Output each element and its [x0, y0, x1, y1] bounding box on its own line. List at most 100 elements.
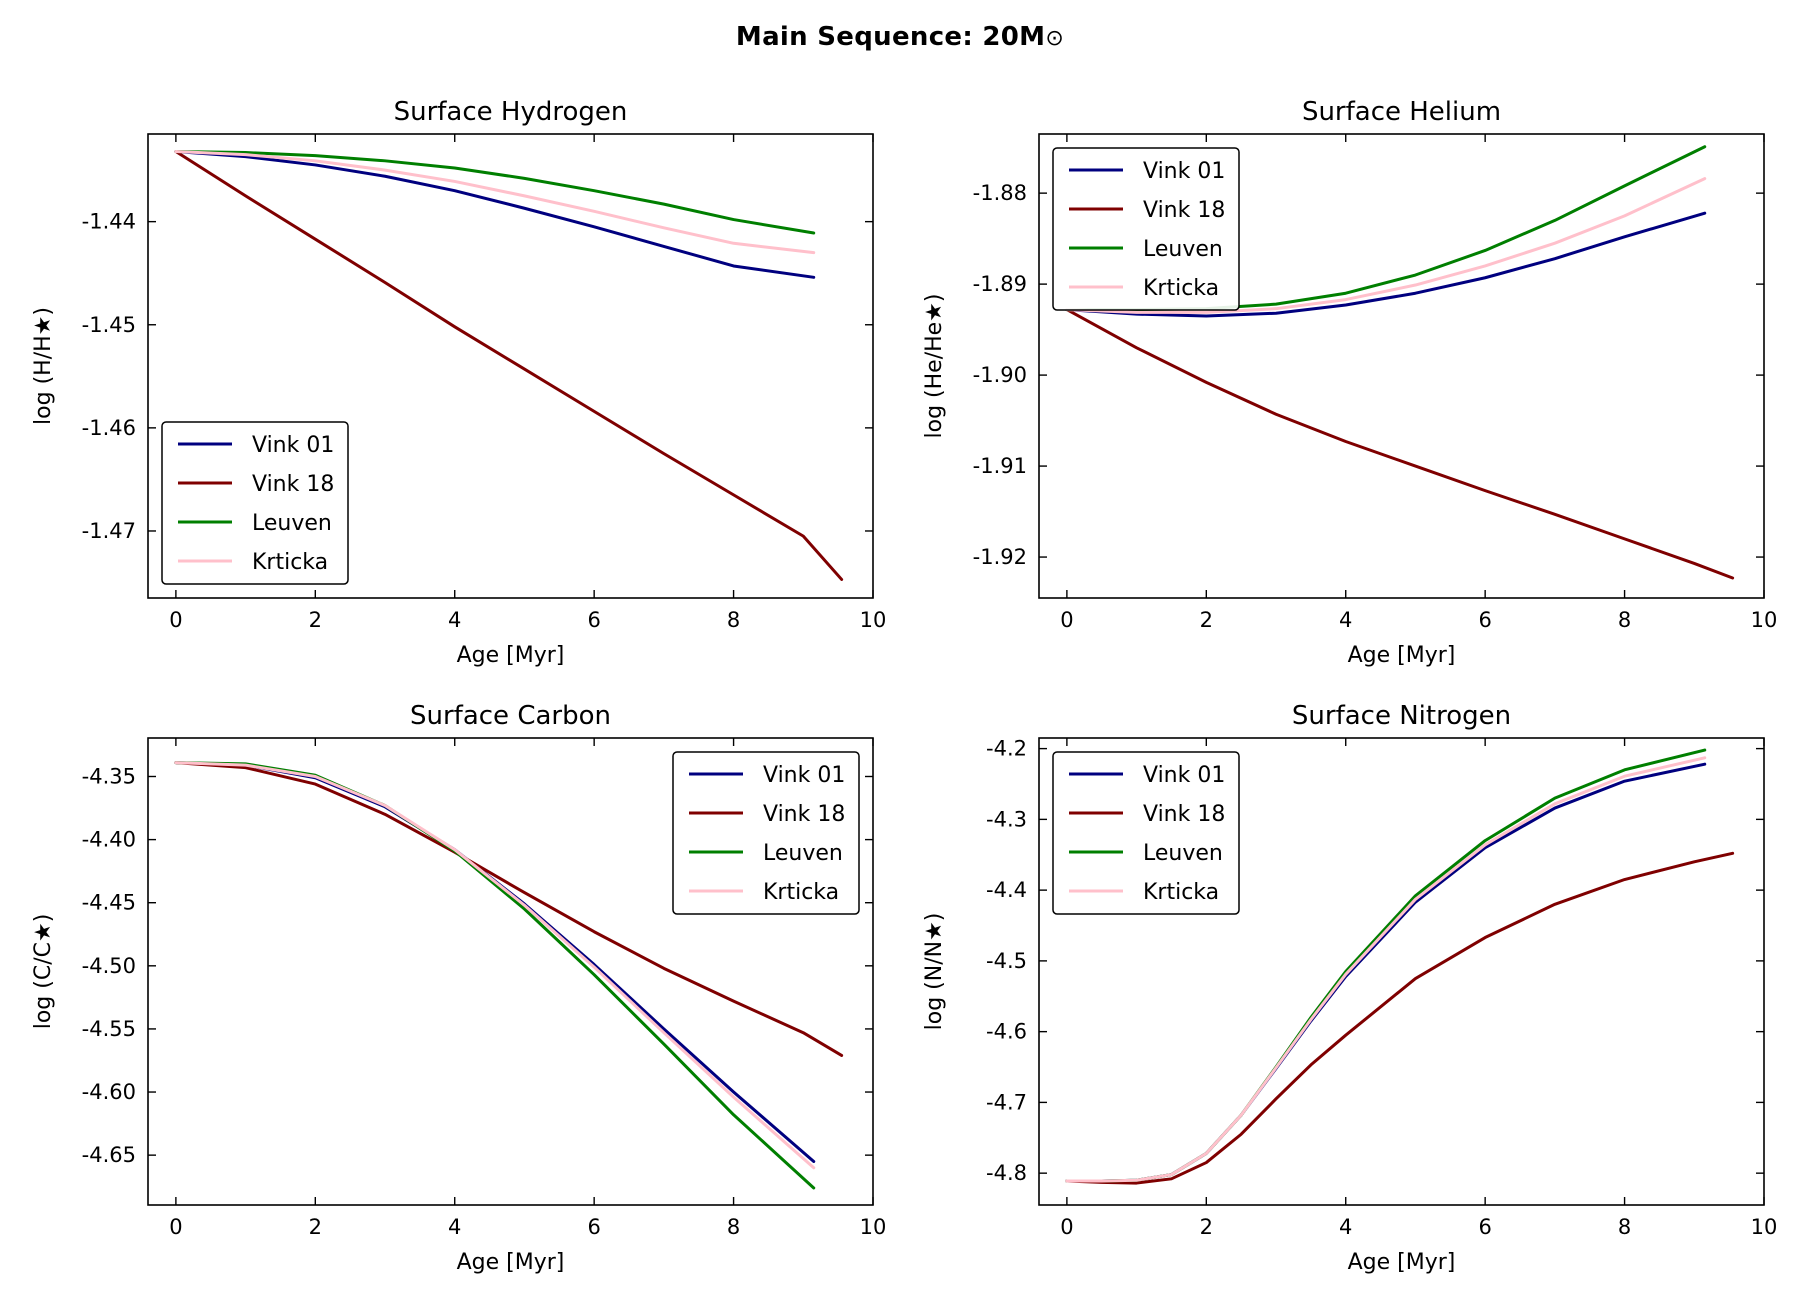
y-tick-label: -1.47	[82, 519, 136, 543]
y-tick-label: -1.92	[973, 545, 1027, 569]
x-axis-label: Age [Myr]	[457, 643, 565, 668]
subplot-title: Surface Helium	[1302, 97, 1501, 127]
series-line-vink-01	[1065, 211, 1707, 318]
x-tick-label: 6	[587, 1215, 600, 1239]
y-tick-label: -1.45	[82, 313, 136, 337]
legend-label: Vink 18	[252, 472, 334, 497]
x-tick-label: 10	[860, 608, 887, 632]
series-line-vink-01	[174, 150, 816, 279]
legend-label: Krticka	[1143, 276, 1219, 301]
subplot-title: Surface Hydrogen	[394, 97, 628, 127]
subplot-3: 0 2 4 6 8 10 -4.35 -4.40 -4.45 -4.50 -4.55 -4.60 -4.…	[31, 701, 886, 1275]
x-axis-label: Age [Myr]	[457, 1250, 565, 1275]
subplot-1: 0 2 4 6 8 10 -1.44 -1.45 -1.46 -1.47 Surface Hydro…	[31, 97, 886, 668]
y-tick-label: -1.90	[973, 363, 1027, 387]
legend-label: Vink 18	[1143, 198, 1225, 223]
legend-label: Vink 01	[252, 433, 334, 458]
x-tick-label: 0	[169, 608, 182, 632]
legend-frame	[1052, 147, 1240, 311]
legend: Vink 01 Vink 18 Leuven Krticka	[672, 751, 860, 915]
y-tick-label: -4.45	[82, 891, 136, 915]
y-tick-label: -1.91	[973, 454, 1027, 478]
legend-label: Vink 18	[1143, 802, 1225, 827]
x-tick-label: 2	[1200, 608, 1213, 632]
axes-frame	[147, 133, 874, 599]
axes-frame	[147, 737, 874, 1206]
x-tick-label: 8	[727, 1215, 740, 1239]
legend-label: Krticka	[1143, 880, 1219, 905]
subplot-title: Surface Nitrogen	[1292, 701, 1511, 731]
series-line-leuven	[174, 150, 816, 235]
x-tick-label: 4	[448, 1215, 461, 1239]
legend-label: Leuven	[252, 511, 332, 536]
x-tick-label: 10	[1751, 1215, 1778, 1239]
y-axis-label: log (He/He★)	[922, 294, 947, 439]
x-tick-label: 10	[1751, 608, 1778, 632]
y-tick-label: -1.44	[82, 210, 136, 234]
y-tick-label: -4.60	[82, 1080, 136, 1104]
series-line-krticka	[1065, 177, 1707, 314]
series-line-krticka	[174, 761, 816, 1170]
legend-label: Vink 01	[1143, 763, 1225, 788]
figure-title: Main Sequence: 20M⊙	[735, 22, 1065, 52]
series-line-vink-18	[1065, 308, 1735, 580]
x-tick-label: 2	[309, 608, 322, 632]
y-axis-label: log (C/C★)	[31, 914, 56, 1030]
y-tick-label: -4.3	[986, 807, 1027, 831]
x-tick-label: 4	[1339, 608, 1352, 632]
x-tick-label: 8	[1618, 608, 1631, 632]
y-tick-label: -4.40	[82, 828, 136, 852]
series-line-vink-18	[174, 761, 844, 1057]
legend-label: Leuven	[763, 841, 843, 866]
x-tick-label: 6	[1478, 1215, 1491, 1239]
legend: Vink 01 Vink 18 Leuven Krticka	[1052, 147, 1240, 311]
x-tick-label: 8	[1618, 1215, 1631, 1239]
series-group	[174, 761, 844, 1190]
x-tick-label: 6	[587, 608, 600, 632]
y-tick-label: -1.89	[973, 272, 1027, 296]
y-tick-label: -4.5	[986, 949, 1027, 973]
y-tick-label: -1.46	[82, 416, 136, 440]
x-tick-label: 4	[1339, 1215, 1352, 1239]
subplot-2: 0 2 4 6 8 10 -1.88 -1.89 -1.90 -1.91 -1.92 Surface …	[922, 97, 1777, 668]
y-tick-label: -4.4	[986, 878, 1027, 902]
x-tick-label: 10	[860, 1215, 887, 1239]
legend-label: Vink 01	[1143, 159, 1225, 184]
x-tick-label: 0	[1060, 1215, 1073, 1239]
x-axis-label: Age [Myr]	[1348, 643, 1456, 668]
series-line-krticka	[174, 150, 816, 255]
legend-frame	[161, 421, 349, 585]
y-tick-label: -4.7	[986, 1090, 1027, 1114]
y-axis-label: log (H/H★)	[31, 307, 56, 425]
x-tick-label: 6	[1478, 608, 1491, 632]
legend-label: Krticka	[763, 880, 839, 905]
y-tick-label: -4.2	[986, 737, 1027, 761]
series-group	[1065, 748, 1735, 1185]
y-axis-label: log (N/N★)	[922, 913, 947, 1031]
legend-frame	[672, 751, 860, 915]
y-tick-label: -4.55	[82, 1017, 136, 1041]
subplot-4: 0 2 4 6 8 10 -4.2 -4.3 -4.4 -4.5 -4.6 -4.7 -4.8 Surfa…	[922, 701, 1777, 1275]
axes-frame	[1038, 133, 1765, 599]
axes-frame	[1038, 737, 1765, 1206]
legend: Vink 01 Vink 18 Leuven Krticka	[161, 421, 349, 585]
x-axis-label: Age [Myr]	[1348, 1250, 1456, 1275]
series-line-vink-18	[174, 150, 844, 581]
series-group	[174, 150, 844, 581]
legend-label: Krticka	[252, 550, 328, 575]
legend-label: Vink 18	[763, 802, 845, 827]
y-tick-label: -4.6	[986, 1020, 1027, 1044]
y-tick-label: -4.8	[986, 1161, 1027, 1185]
y-tick-label: -4.50	[82, 954, 136, 978]
x-tick-label: 2	[309, 1215, 322, 1239]
legend: Vink 01 Vink 18 Leuven Krticka	[1052, 751, 1240, 915]
y-tick-label: -4.65	[82, 1143, 136, 1167]
legend-frame	[1052, 751, 1240, 915]
legend-label: Leuven	[1143, 841, 1223, 866]
subplot-title: Surface Carbon	[410, 701, 611, 731]
x-tick-label: 0	[1060, 608, 1073, 632]
x-tick-label: 8	[727, 608, 740, 632]
y-tick-label: -4.35	[82, 764, 136, 788]
